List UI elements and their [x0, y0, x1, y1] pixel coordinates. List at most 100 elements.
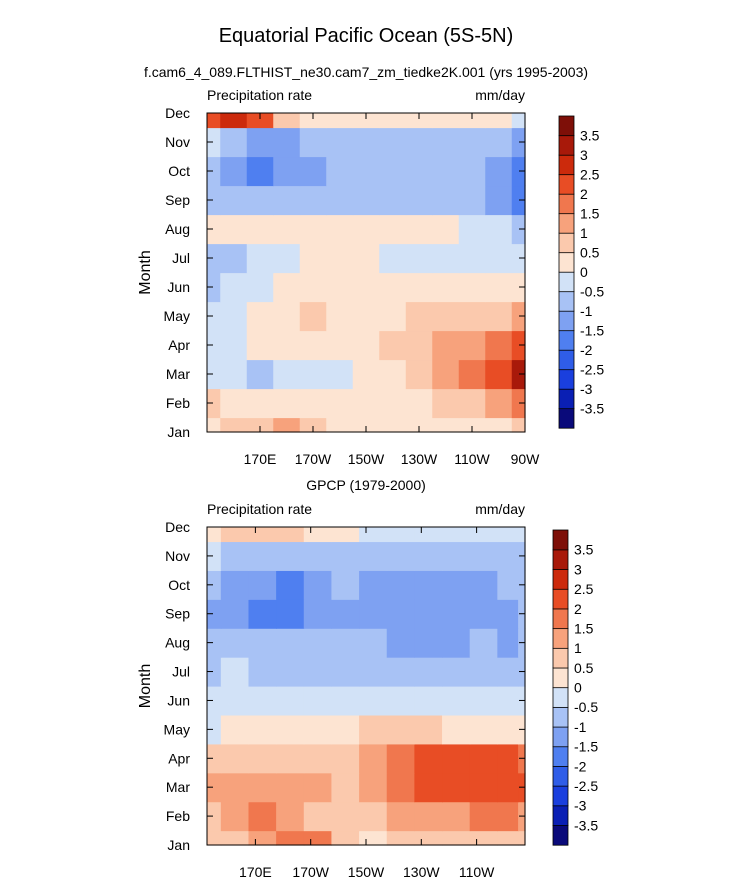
heatmap-cell	[379, 388, 407, 419]
heatmap-cell	[276, 686, 305, 716]
colorbar-label: 0	[580, 264, 588, 280]
y-tick-label: Mar	[166, 366, 190, 382]
heatmap-cell	[405, 301, 433, 332]
heatmap-cell	[379, 359, 407, 390]
y-tick-label: Aug	[165, 221, 190, 237]
heatmap-cell	[458, 388, 486, 419]
heatmap-cell	[248, 830, 277, 846]
heatmap-cell	[405, 156, 433, 187]
heatmap-cell	[207, 272, 221, 303]
heatmap-cell	[497, 801, 519, 832]
heatmap-cell	[246, 243, 274, 274]
heatmap-cell	[326, 113, 354, 129]
heatmap-cell	[485, 127, 513, 158]
heatmap-cell	[276, 657, 305, 687]
colorbar-box	[558, 388, 575, 410]
heatmap-cell	[442, 628, 471, 658]
heatmap-cell	[442, 657, 471, 687]
heatmap-cell	[352, 272, 380, 303]
colorbar-label: -2	[574, 758, 587, 774]
heatmap-cell	[485, 359, 513, 390]
heatmap-cell	[303, 527, 333, 543]
heatmap-cell	[485, 388, 513, 419]
panel-model-heatmap	[207, 113, 526, 433]
heatmap-cell	[220, 359, 248, 390]
heatmap-cell	[246, 214, 274, 245]
heatmap-cell	[276, 714, 305, 745]
heatmap-cell	[432, 214, 460, 245]
heatmap-cell	[432, 113, 460, 129]
colorbar-box	[558, 232, 575, 254]
y-tick-label: Apr	[168, 337, 190, 353]
heatmap-cell	[246, 417, 274, 433]
heatmap-cell	[352, 113, 380, 129]
heatmap-cell	[511, 156, 526, 187]
heatmap-cell	[352, 156, 380, 187]
heatmap-cell	[414, 657, 443, 687]
colorbar-box	[558, 310, 575, 332]
heatmap-cell	[248, 657, 277, 687]
heatmap-cell	[359, 830, 388, 846]
heatmap-cell	[352, 214, 380, 245]
heatmap-cell	[276, 801, 305, 832]
heatmap-cell	[511, 243, 526, 274]
heatmap-cell	[299, 388, 327, 419]
colorbar-label: 3.5	[580, 128, 600, 144]
heatmap-cell	[207, 243, 221, 274]
panel-model-ticks: Jan Feb Mar Apr May Jun Jul Aug Sep Oct Nov Dec 170E…	[164, 105, 541, 467]
heatmap-cell	[303, 657, 333, 687]
heatmap-cell	[469, 743, 498, 774]
colorbar-box	[552, 529, 569, 551]
colorbar-box	[558, 349, 575, 371]
y-tick-label: Aug	[165, 635, 190, 651]
heatmap-cell	[386, 628, 415, 658]
heatmap-cell	[432, 243, 460, 274]
heatmap-cell	[442, 527, 471, 543]
colorbar-box	[552, 628, 569, 649]
heatmap-cell	[331, 801, 360, 832]
colorbar-box	[558, 369, 575, 390]
heatmap-cell	[469, 801, 498, 832]
heatmap-cell	[220, 599, 250, 629]
panel-gpcp-y-axis-label: Month	[137, 664, 154, 708]
heatmap-cell	[359, 686, 388, 716]
heatmap-cell	[405, 330, 433, 361]
heatmap-cell	[432, 127, 460, 158]
heatmap-cell	[386, 527, 415, 543]
heatmap-cell	[405, 185, 433, 216]
heatmap-cell	[458, 359, 486, 390]
heatmap-cell	[220, 301, 248, 332]
heatmap-cell	[207, 417, 221, 433]
heatmap-cell	[359, 772, 388, 803]
heatmap-cell	[379, 417, 407, 433]
heatmap-cell	[276, 541, 305, 571]
heatmap-cell	[442, 743, 471, 774]
panel-model-quantity-label: Precipitation rate	[207, 87, 312, 103]
heatmap-cell	[405, 272, 433, 303]
heatmap-cell	[386, 772, 415, 803]
heatmap-cell	[485, 185, 513, 216]
colorbar-label: -3	[574, 798, 587, 814]
x-tick-label: 170E	[239, 864, 272, 880]
heatmap-cell	[352, 417, 380, 433]
heatmap-cell	[207, 127, 221, 158]
y-tick-label: May	[164, 721, 190, 737]
heatmap-cell	[469, 527, 498, 543]
heatmap-cell	[248, 527, 277, 543]
colorbar-label: 2.5	[580, 167, 600, 183]
heatmap-cell	[386, 743, 415, 774]
panel-model: Jan Feb Mar Apr May Jun Jul Aug Sep Oct Nov Dec 170E…	[137, 87, 604, 467]
heatmap-cell	[497, 743, 519, 774]
heatmap-cell	[405, 243, 433, 274]
heatmap-cell	[299, 301, 327, 332]
colorbar-label: -0.5	[574, 699, 598, 715]
heatmap-cell	[326, 243, 354, 274]
heatmap-cell	[331, 570, 360, 600]
heatmap-cell	[273, 243, 301, 274]
heatmap-cell	[220, 743, 250, 774]
heatmap-cell	[246, 330, 274, 361]
heatmap-cell	[246, 359, 274, 390]
heatmap-cell	[248, 772, 277, 803]
heatmap-cell	[458, 214, 486, 245]
colorbar-box	[552, 726, 569, 748]
